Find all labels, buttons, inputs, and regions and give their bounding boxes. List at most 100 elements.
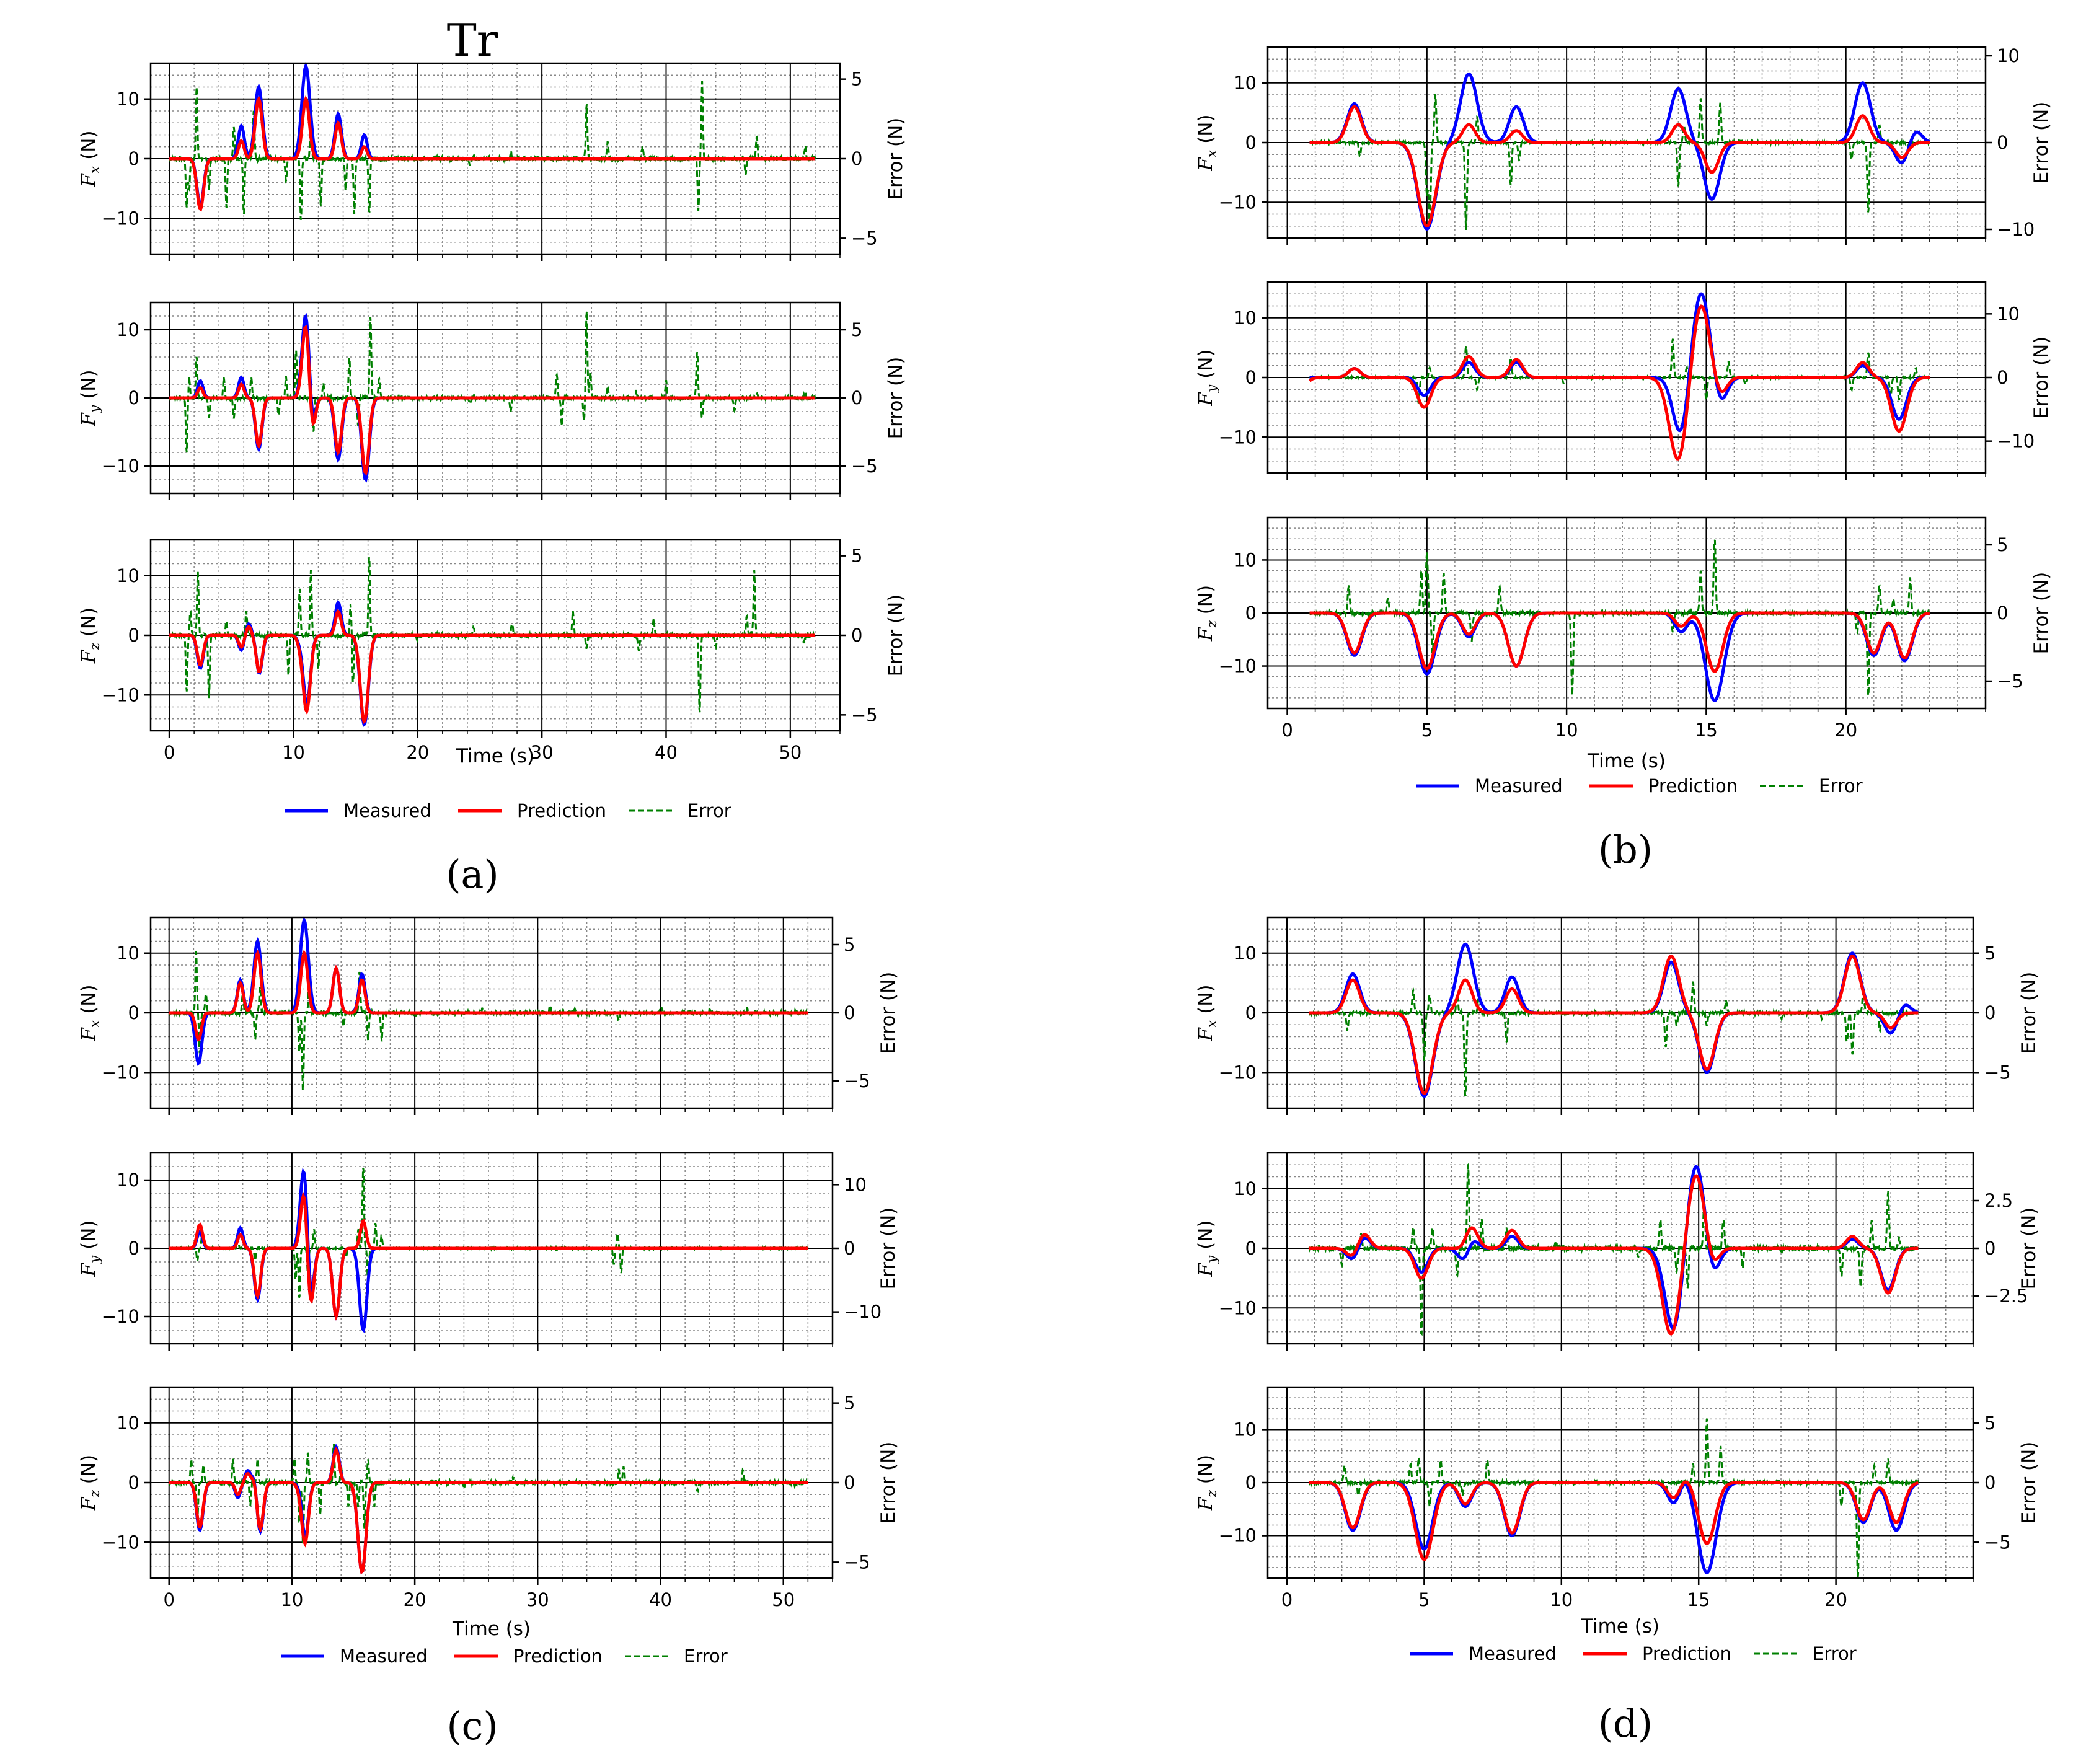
y-tick-label: 0: [1245, 1472, 1257, 1493]
y2-tick-label: 5: [1984, 943, 1995, 964]
y2-tick-label: 0: [844, 1238, 855, 1259]
y2-tick-label: 0: [1997, 602, 2008, 624]
y-tick-label: −10: [102, 208, 139, 229]
y2-tick-label: 0: [844, 1002, 855, 1023]
legend-label: Error: [687, 800, 731, 821]
measured-line: [1309, 942, 1919, 1098]
panel-a: −10 0 10 −5 0 5 Fx (N) Error (N) −10 0 10 −5 0 5 Fy (N…: [77, 62, 907, 821]
y-tick-label: 10: [1234, 549, 1257, 570]
y-tick-label: −10: [102, 1532, 139, 1553]
y-tick-label: −10: [1219, 656, 1257, 677]
prediction-line: [169, 1191, 808, 1321]
x-axis-label: Time (s): [452, 1618, 531, 1640]
y-tick-label: −10: [1219, 1525, 1257, 1546]
x-tick-label: 0: [1281, 1589, 1293, 1610]
y-axis-label: Fx (N): [1195, 984, 1220, 1041]
y2-tick-label: −5: [851, 704, 878, 725]
grid: [1268, 917, 1974, 1109]
x-tick-label: 20: [406, 742, 429, 763]
y-axis-label: Fx (N): [77, 130, 103, 187]
legend-label: Measured: [343, 800, 431, 821]
y2-tick-label: 0: [851, 625, 862, 646]
y2-axis-label: Error (N): [2030, 572, 2053, 655]
y-axis-label: Fx (N): [1195, 114, 1220, 171]
prediction-line: [1309, 954, 1919, 1095]
y2-tick-label: 0: [851, 148, 862, 169]
y-tick-label: 10: [1234, 1419, 1257, 1440]
legend-item-prediction: Prediction: [1583, 1643, 1731, 1664]
legend-item-error: Error: [1760, 775, 1863, 796]
y-tick-label: 10: [117, 89, 139, 110]
y2-axis-label: Error (N): [2030, 102, 2053, 184]
y-tick-label: 0: [128, 1238, 139, 1259]
panel-b: −10 0 10 −10 0 10 Fx (N) Error (N) −10 0 10 −10 0 10 F…: [1195, 45, 2053, 796]
x-tick-label: 20: [1824, 1589, 1847, 1610]
x-tick-label: 40: [649, 1589, 672, 1610]
legend-item-error: Error: [625, 1646, 728, 1667]
y-tick-label: 0: [1245, 602, 1257, 624]
subplot-d-3: −10 0 10 −5 0 5 0 5 10 15 20 Fz (N) Error (N): [1195, 1386, 2040, 1610]
x-tick-label: 50: [779, 742, 802, 763]
legend-label: Prediction: [513, 1646, 603, 1667]
y2-tick-label: 5: [844, 1393, 855, 1414]
legend-item-prediction: Prediction: [1589, 775, 1738, 796]
y-tick-label: 0: [128, 148, 139, 169]
y2-axis-label: Error (N): [877, 1442, 899, 1524]
subplot-c-2: −10 0 10 −10 0 10 Fy (N) Error (N): [77, 1152, 899, 1351]
prediction-line: [1309, 1480, 1919, 1561]
y2-tick-label: 5: [851, 545, 862, 567]
prediction-line: [169, 95, 815, 212]
y-axis-label: Fz (N): [1195, 585, 1220, 642]
legend: Measured Prediction Error: [285, 800, 731, 821]
prediction-line: [1309, 611, 1930, 673]
y-tick-label: −10: [1219, 1297, 1257, 1318]
legend-label: Prediction: [517, 800, 606, 821]
subplot-b-3: −10 0 10 −5 0 5 0 5 10 15 20 Fz (N) Error (N): [1195, 516, 2053, 741]
y2-tick-label: −10: [1997, 219, 2035, 240]
y-tick-label: 10: [117, 943, 139, 964]
panel-d: −10 0 10 −5 0 5 Fx (N) Error (N) −10 0 10 −2.5 0 2.5 F…: [1195, 916, 2040, 1664]
legend-label: Prediction: [1648, 775, 1738, 796]
x-tick-label: 30: [526, 1589, 549, 1610]
prediction-line: [1309, 105, 1930, 228]
legend-label: Measured: [340, 1646, 428, 1667]
x-tick-label: 10: [1555, 720, 1578, 741]
legend-label: Measured: [1475, 775, 1563, 796]
panel-label-a: (a): [446, 852, 498, 897]
y-tick-label: 0: [1245, 132, 1257, 153]
legend-item-prediction: Prediction: [458, 800, 606, 821]
y-tick-label: 0: [1245, 1238, 1257, 1259]
prediction-line: [169, 949, 808, 1042]
grid: [1268, 1152, 1974, 1344]
y-axis-label: Fy (N): [1195, 1220, 1220, 1277]
x-tick-label: 0: [164, 742, 175, 763]
y2-tick-label: 0: [851, 387, 862, 408]
subplot-a-2: −10 0 10 −5 0 5 Fy (N) Error (N): [77, 301, 907, 500]
subplot-d-2: −10 0 10 −2.5 0 2.5 Fy (N) Error (N): [1195, 1152, 2040, 1351]
legend-item-error: Error: [1754, 1643, 1857, 1664]
y2-tick-label: −5: [851, 456, 878, 477]
y-tick-label: 0: [128, 625, 139, 646]
x-tick-label: 5: [1418, 1589, 1430, 1610]
y2-tick-label: −5: [1984, 1532, 2011, 1553]
y2-tick-label: 2.5: [1984, 1190, 2013, 1211]
y-axis-label: Fx (N): [77, 984, 103, 1041]
y-tick-label: 0: [128, 1472, 139, 1493]
y-axis-label: Fz (N): [77, 607, 103, 664]
x-axis-label: Time (s): [1581, 1615, 1660, 1638]
y-tick-label: −10: [102, 1306, 139, 1327]
y-tick-label: 0: [128, 387, 139, 408]
y-tick-label: 10: [117, 1170, 139, 1191]
y-axis-label: Fz (N): [77, 1455, 103, 1511]
x-tick-label: 50: [772, 1589, 795, 1610]
y2-axis-label: Error (N): [885, 357, 907, 439]
y2-axis-label: Error (N): [885, 594, 907, 677]
y-axis-label: Fz (N): [1195, 1455, 1220, 1511]
y2-tick-label: −5: [1984, 1062, 2011, 1083]
y2-axis-label: Error (N): [2018, 972, 2040, 1054]
prediction-line: [169, 609, 815, 725]
y2-tick-label: 0: [844, 1472, 855, 1493]
panel-label-d: (d): [1598, 1701, 1653, 1746]
